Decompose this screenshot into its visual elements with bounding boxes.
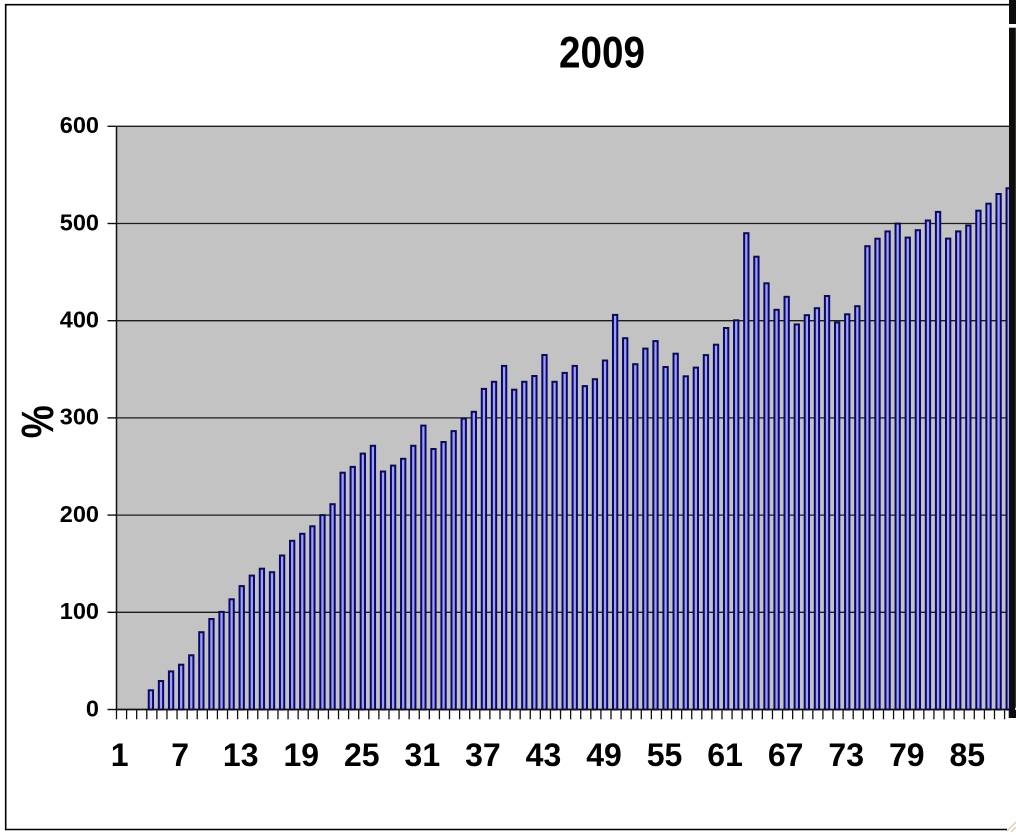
svg-text:25: 25 — [344, 737, 380, 773]
svg-text:43: 43 — [526, 737, 562, 773]
svg-text:500: 500 — [60, 209, 99, 235]
svg-text:100: 100 — [60, 598, 99, 624]
svg-text:31: 31 — [405, 737, 441, 773]
svg-text:400: 400 — [60, 307, 99, 333]
svg-text:37: 37 — [465, 737, 501, 773]
svg-text:200: 200 — [60, 501, 99, 527]
svg-text:61: 61 — [707, 737, 743, 773]
svg-text:73: 73 — [828, 737, 864, 773]
svg-text:55: 55 — [647, 737, 683, 773]
svg-text:79: 79 — [889, 737, 925, 773]
svg-text:1: 1 — [111, 737, 129, 773]
svg-text:67: 67 — [768, 737, 804, 773]
svg-text:19: 19 — [283, 737, 319, 773]
svg-text:2009: 2009 — [559, 29, 645, 78]
svg-text:600: 600 — [60, 112, 99, 138]
svg-text:%: % — [12, 405, 63, 438]
svg-text:0: 0 — [86, 695, 99, 721]
svg-text:7: 7 — [171, 737, 189, 773]
svg-text:49: 49 — [586, 737, 622, 773]
svg-text:85: 85 — [950, 737, 986, 773]
svg-text:13: 13 — [223, 737, 259, 773]
svg-text:300: 300 — [60, 404, 99, 430]
